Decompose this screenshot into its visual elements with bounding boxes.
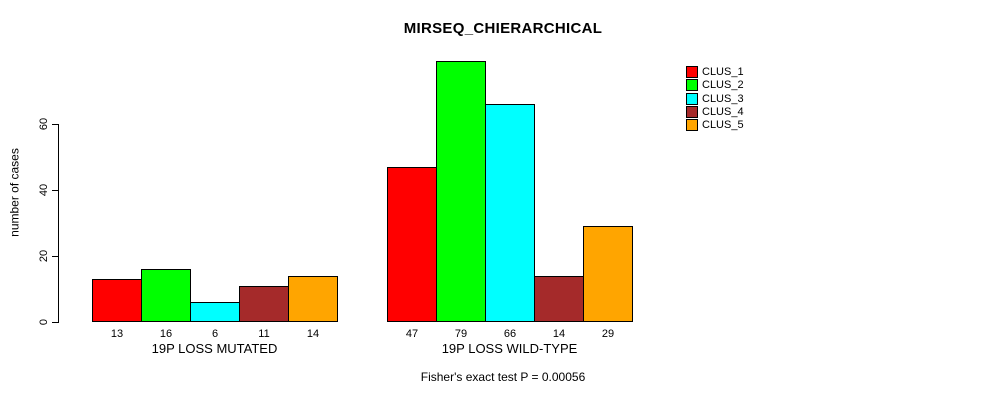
bar-clus_5 <box>583 226 633 322</box>
chart-title: MIRSEQ_CHIERARCHICAL <box>403 20 603 37</box>
bar-value-label: 29 <box>601 328 615 340</box>
legend-swatch-clus_5 <box>686 119 698 132</box>
bar-value-label: 47 <box>405 328 419 340</box>
legend-swatch-clus_1 <box>686 66 698 78</box>
bar-clus_3 <box>190 302 240 322</box>
legend-swatch-clus_3 <box>686 92 698 105</box>
y-axis-line <box>58 124 59 323</box>
y-tick-label: 0 <box>38 318 50 326</box>
legend-swatch-clus_2 <box>686 79 698 92</box>
bar-value-label: 16 <box>159 328 173 340</box>
legend-label: CLUS_5 <box>702 119 744 132</box>
y-axis-label: number of cases <box>7 148 22 237</box>
group-label: 19P LOSS WILD-TYPE <box>441 341 578 356</box>
legend-label: CLUS_1 <box>702 66 744 78</box>
bar-value-label: 11 <box>258 328 270 340</box>
y-tick-label: 20 <box>38 249 50 263</box>
bar-value-label: 14 <box>552 328 566 340</box>
bar-value-label: 13 <box>110 328 124 340</box>
bar-value-label: 66 <box>503 328 517 340</box>
y-axis-tick <box>52 322 58 323</box>
bar-clus_3 <box>485 104 535 322</box>
bar-clus_1 <box>92 279 142 322</box>
bar-value-label: 6 <box>211 328 219 340</box>
legend-swatch-clus_4 <box>686 105 698 118</box>
legend-label: CLUS_3 <box>702 92 744 105</box>
y-tick-label: 40 <box>38 183 50 197</box>
y-axis-tick <box>52 124 58 125</box>
bar-value-label: 79 <box>454 328 468 340</box>
stat-caption: Fisher's exact test P = 0.00056 <box>420 370 586 384</box>
bar-clus_4 <box>534 276 584 322</box>
y-axis-tick <box>52 190 58 191</box>
bar-clus_2 <box>141 269 191 322</box>
group-label: 19P LOSS MUTATED <box>151 341 278 356</box>
legend-label: CLUS_2 <box>702 79 744 92</box>
y-axis-tick <box>52 256 58 257</box>
bar-value-label: 14 <box>306 328 320 340</box>
bar-clus_1 <box>387 167 437 322</box>
legend-label: CLUS_4 <box>702 105 744 118</box>
y-tick-label: 60 <box>38 117 50 131</box>
bar-clus_5 <box>288 276 338 322</box>
bar-clus_2 <box>436 61 486 322</box>
bar-clus_4 <box>239 286 289 322</box>
